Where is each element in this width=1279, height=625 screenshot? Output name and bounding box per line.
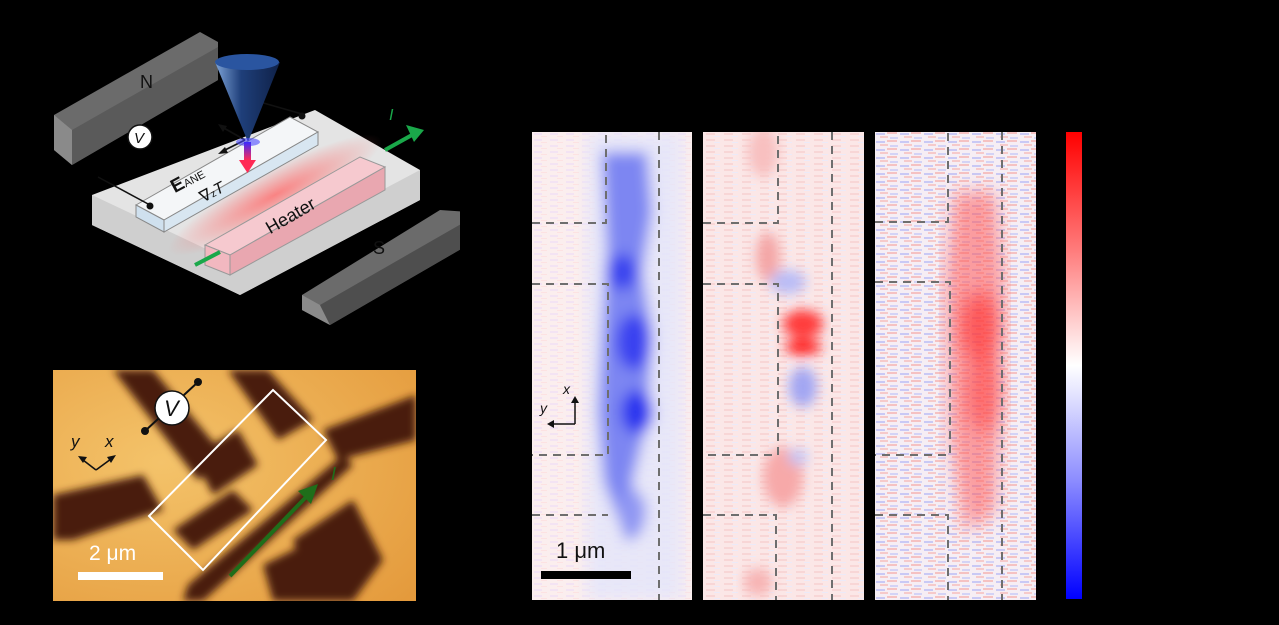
voltmeter-symbol-afm: V [154, 390, 190, 426]
south-label: S [373, 238, 385, 258]
current-label: I [331, 464, 336, 484]
svg-text:V: V [134, 130, 146, 147]
dashed-boundaries [703, 132, 833, 600]
colorbar [1066, 132, 1082, 599]
scale-bar-label: 1 μm [556, 538, 605, 563]
magnet-north: N [54, 32, 218, 165]
heatmap-panel-1: x y 1 μm [532, 132, 692, 600]
magnet-south: S [302, 210, 460, 325]
measurement-region-outline [147, 388, 328, 572]
axis-x-label: x [104, 432, 114, 451]
scale-bar [541, 571, 631, 579]
sample-bar [134, 116, 320, 233]
voltmeter-symbol: V [127, 124, 153, 150]
device-schematic: N Heater V EANE ∇zT I [54, 32, 460, 325]
xy-axes-icon [547, 396, 579, 428]
dashed-boundaries [875, 132, 1003, 600]
scale-bar [78, 572, 163, 580]
heatmap-panel-2 [703, 132, 864, 600]
axis-x-label: x [562, 381, 571, 397]
north-label: N [140, 72, 153, 92]
xy-axes-icon [78, 455, 116, 471]
axis-y-label: y [70, 432, 81, 451]
scale-bar-label: 2 μm [89, 542, 136, 565]
current-label: I [389, 107, 394, 124]
heatmap-panel-3 [875, 132, 1036, 600]
dashed-boundaries [532, 132, 660, 600]
heater-bar: Heater [203, 156, 387, 276]
svg-text:V: V [164, 396, 181, 421]
current-arrow-icon [384, 133, 413, 152]
current-arrow-icon [228, 493, 310, 578]
axis-y-label: y [539, 400, 548, 416]
afm-topography-image: V y x I 2 μm [53, 370, 416, 601]
gradient-arrow-icon [239, 160, 256, 173]
